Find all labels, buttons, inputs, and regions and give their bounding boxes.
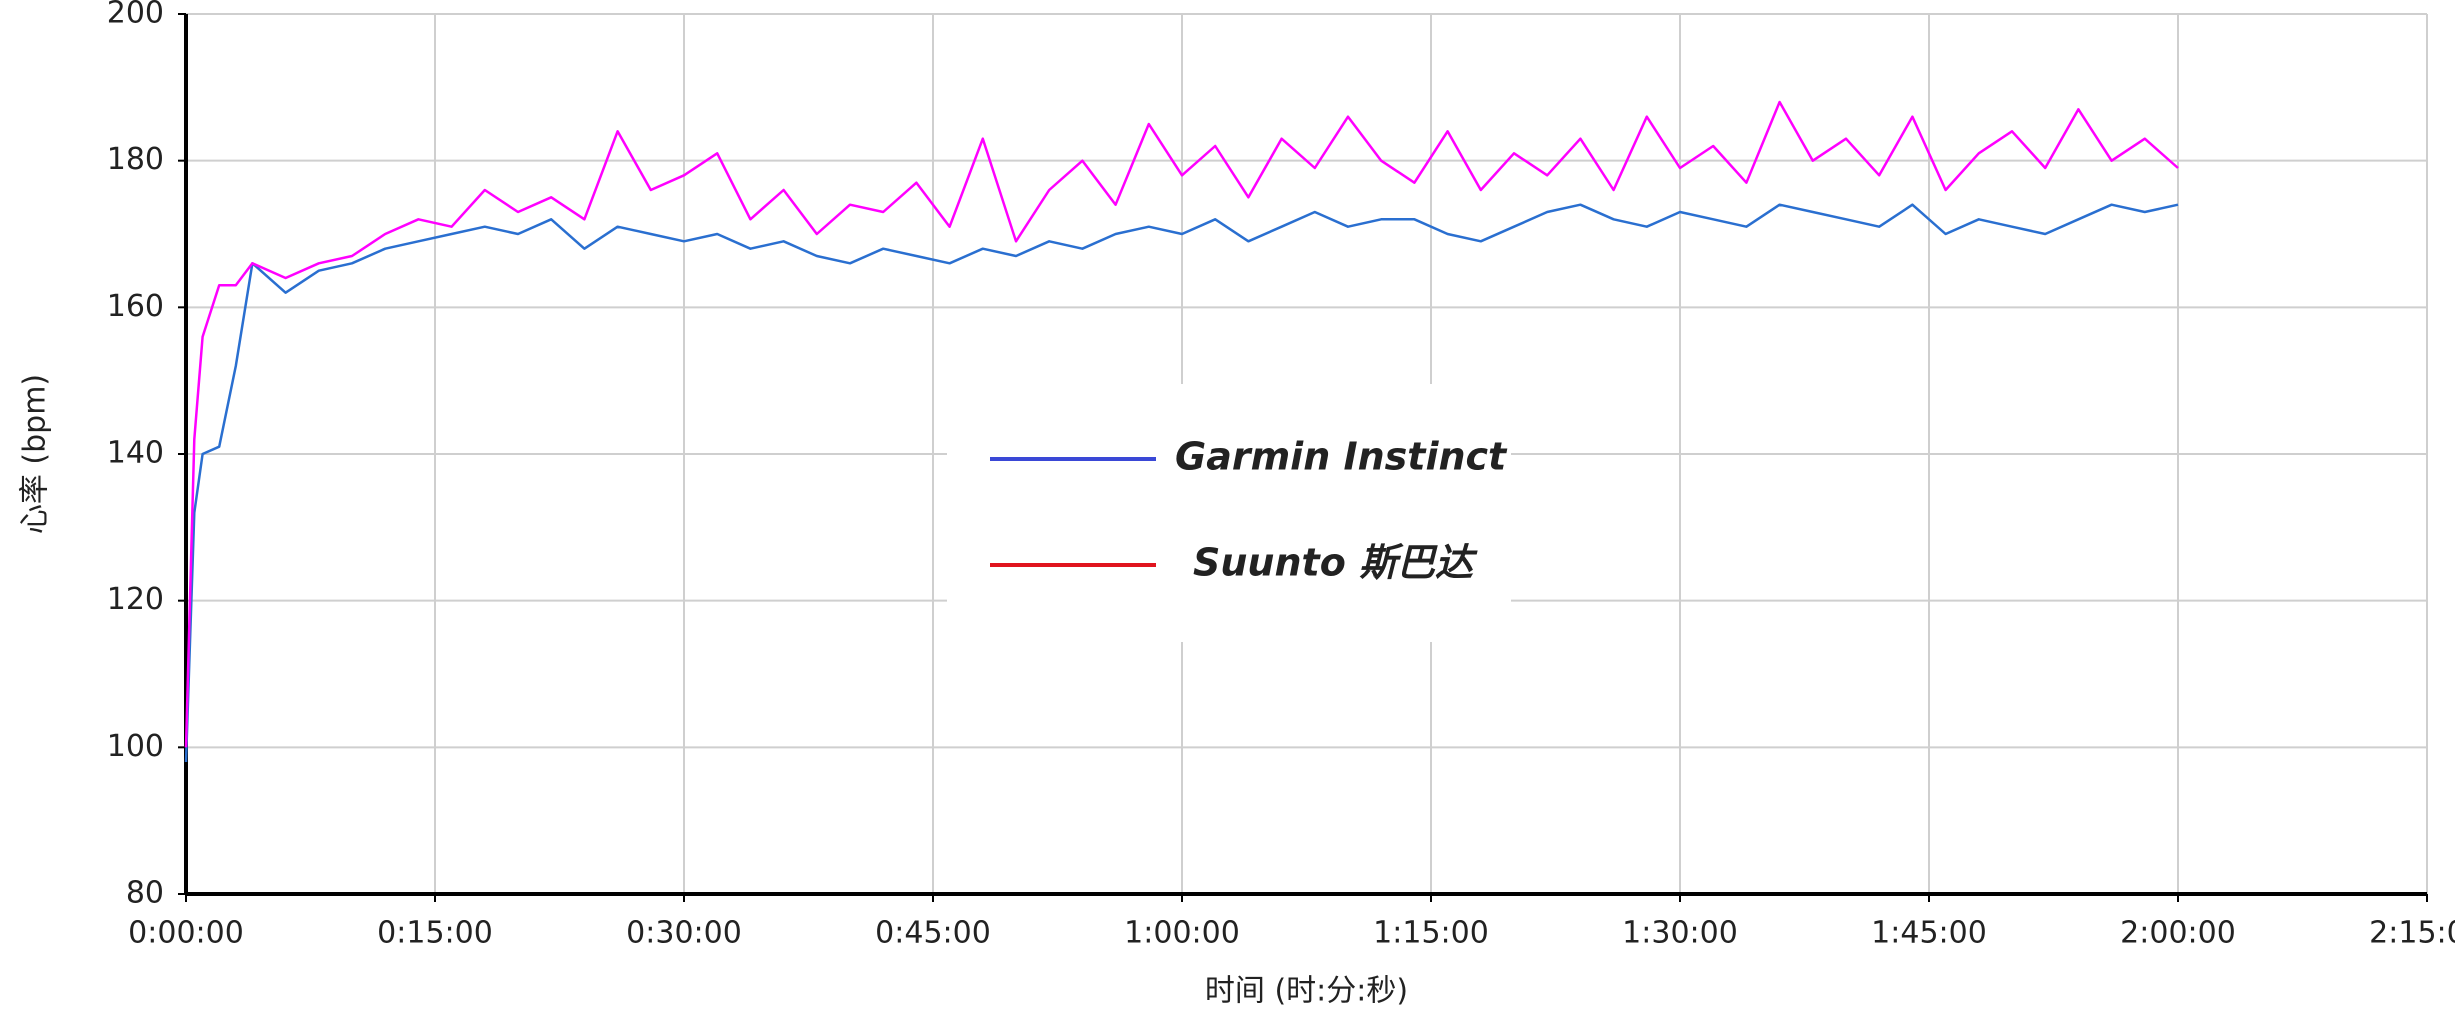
series-line xyxy=(184,203,2179,763)
x-tick-label: 0:00:00 xyxy=(128,916,244,951)
x-tick-label: 1:45:00 xyxy=(1871,916,1987,951)
x-axis-title: 时间 (时:分:秒) xyxy=(1205,974,1408,1009)
y-tick-label: 180 xyxy=(107,142,164,177)
x-tick-label: 2:00:00 xyxy=(2120,916,2236,951)
y-tick-label: 100 xyxy=(107,729,164,764)
x-tick-label: 1:15:00 xyxy=(1373,916,1489,951)
y-tick-label: 140 xyxy=(107,436,164,471)
x-tick-label: 0:45:00 xyxy=(875,916,991,951)
y-axis-title: 心率 (bpm) xyxy=(18,374,53,534)
legend-box xyxy=(947,384,1511,642)
x-tick-label: 0:30:00 xyxy=(626,916,742,951)
y-tick-label: 80 xyxy=(126,876,164,911)
series-line xyxy=(184,100,2179,748)
y-tick-label: 120 xyxy=(107,582,164,617)
x-tick-label: 0:15:00 xyxy=(377,916,493,951)
y-tick-label: 200 xyxy=(107,0,164,31)
legend-label: Garmin Instinct xyxy=(1175,435,1508,479)
x-tick-label: 1:00:00 xyxy=(1124,916,1240,951)
x-tick-label: 1:30:00 xyxy=(1622,916,1738,951)
y-tick-label: 160 xyxy=(107,289,164,324)
x-tick-label: 2:15:00 xyxy=(2369,916,2455,951)
legend-label: Suunto 斯巴达 xyxy=(1193,541,1478,585)
